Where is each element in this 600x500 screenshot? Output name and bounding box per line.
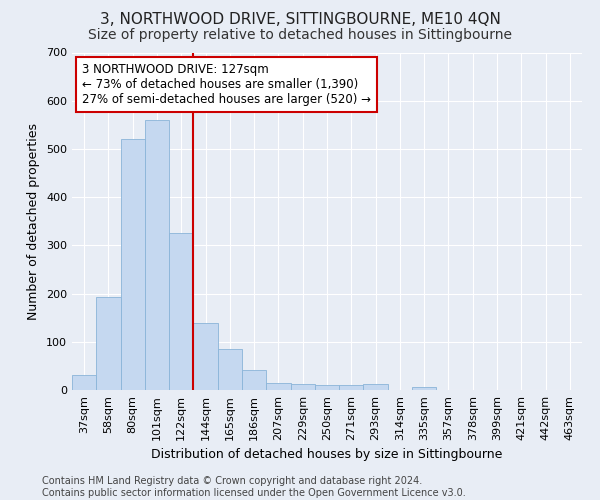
- Bar: [169, 234, 193, 390]
- Bar: [364, 384, 388, 390]
- Text: 3 NORTHWOOD DRIVE: 127sqm
← 73% of detached houses are smaller (1,390)
27% of se: 3 NORTHWOOD DRIVE: 127sqm ← 73% of detac…: [82, 62, 371, 106]
- Bar: [266, 383, 290, 390]
- Bar: [121, 140, 145, 390]
- Text: 3, NORTHWOOD DRIVE, SITTINGBOURNE, ME10 4QN: 3, NORTHWOOD DRIVE, SITTINGBOURNE, ME10 …: [100, 12, 500, 28]
- Bar: [72, 374, 96, 390]
- Bar: [412, 386, 436, 390]
- Bar: [315, 385, 339, 390]
- Y-axis label: Number of detached properties: Number of detached properties: [28, 122, 40, 320]
- X-axis label: Distribution of detached houses by size in Sittingbourne: Distribution of detached houses by size …: [151, 448, 503, 462]
- Bar: [339, 385, 364, 390]
- Bar: [145, 120, 169, 390]
- Text: Size of property relative to detached houses in Sittingbourne: Size of property relative to detached ho…: [88, 28, 512, 42]
- Bar: [290, 384, 315, 390]
- Bar: [218, 349, 242, 390]
- Bar: [96, 298, 121, 390]
- Text: Contains HM Land Registry data © Crown copyright and database right 2024.
Contai: Contains HM Land Registry data © Crown c…: [42, 476, 466, 498]
- Bar: [242, 370, 266, 390]
- Bar: [193, 322, 218, 390]
